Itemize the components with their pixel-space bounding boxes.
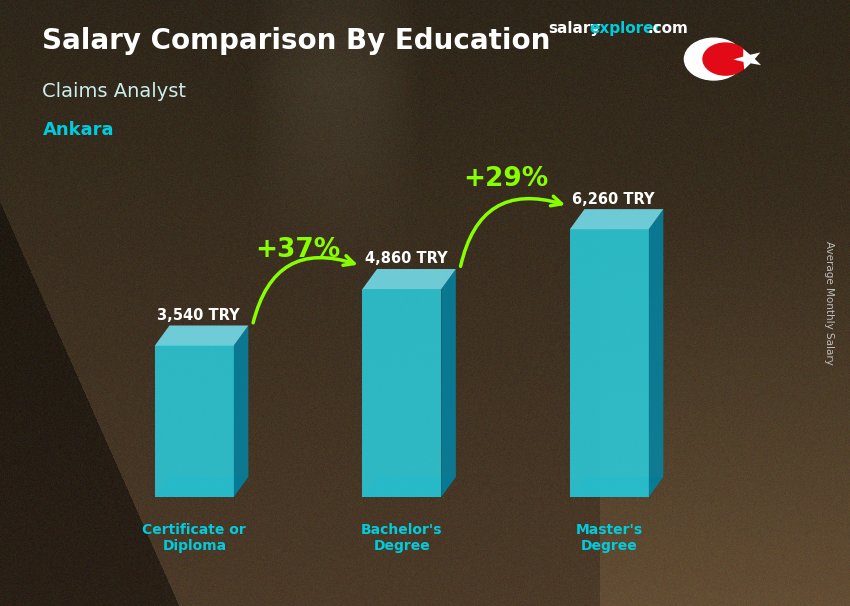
Polygon shape: [362, 477, 456, 497]
Polygon shape: [155, 477, 248, 497]
Polygon shape: [362, 289, 441, 497]
Text: +29%: +29%: [463, 166, 548, 192]
Circle shape: [703, 43, 748, 75]
Text: .com: .com: [648, 21, 689, 36]
Text: Ankara: Ankara: [42, 121, 114, 139]
Circle shape: [684, 38, 743, 80]
Text: 3,540 TRY: 3,540 TRY: [157, 308, 240, 323]
Text: Bachelor's
Degree: Bachelor's Degree: [361, 522, 443, 553]
Text: explorer: explorer: [589, 21, 661, 36]
Polygon shape: [155, 345, 234, 497]
Polygon shape: [649, 209, 663, 497]
Text: Master's
Degree: Master's Degree: [575, 522, 643, 553]
Polygon shape: [570, 229, 649, 497]
Text: 4,860 TRY: 4,860 TRY: [365, 251, 447, 267]
Text: Average Monthly Salary: Average Monthly Salary: [824, 241, 834, 365]
Polygon shape: [234, 325, 248, 497]
Polygon shape: [734, 49, 761, 70]
Text: salary: salary: [548, 21, 601, 36]
Polygon shape: [570, 209, 663, 229]
Text: Claims Analyst: Claims Analyst: [42, 82, 186, 101]
Text: 6,260 TRY: 6,260 TRY: [572, 191, 654, 207]
Text: Certificate or
Diploma: Certificate or Diploma: [143, 522, 246, 553]
Text: +37%: +37%: [256, 237, 341, 263]
Polygon shape: [570, 477, 663, 497]
Text: Salary Comparison By Education: Salary Comparison By Education: [42, 27, 551, 55]
Polygon shape: [155, 325, 248, 345]
Polygon shape: [441, 269, 456, 497]
Polygon shape: [362, 269, 456, 289]
